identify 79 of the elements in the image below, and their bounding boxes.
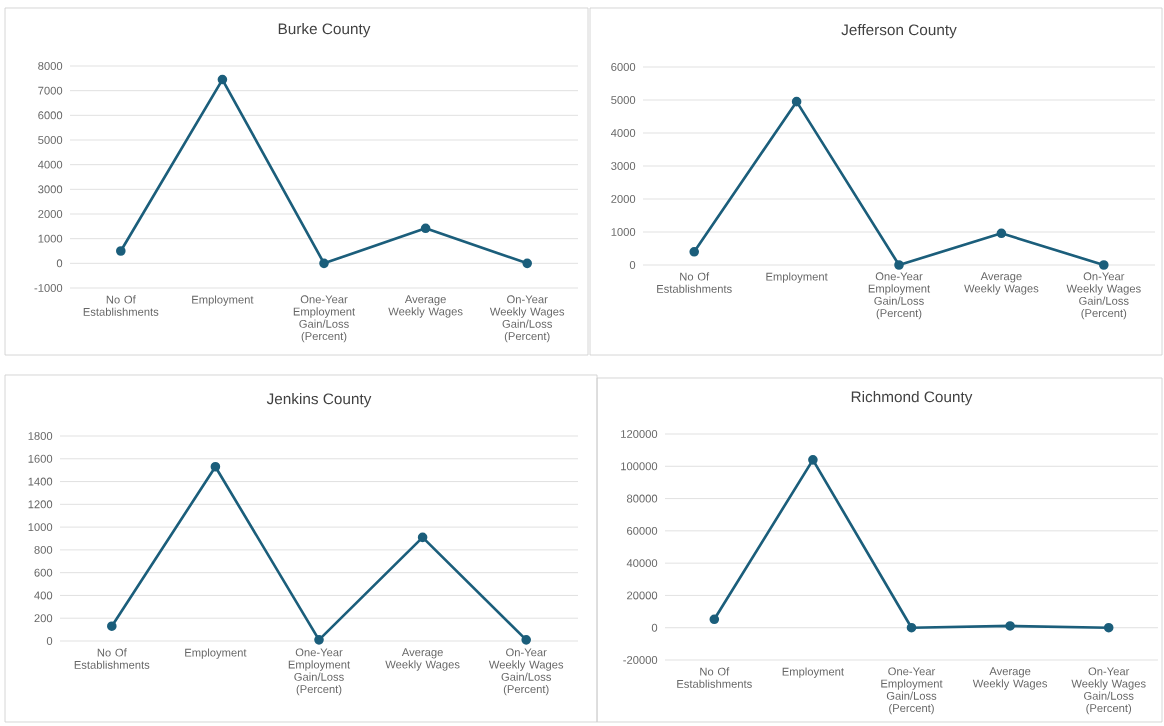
point [116,246,126,256]
y-tick-label: 60000 [627,526,658,535]
y-tick-label: 20000 [627,591,658,600]
y-tick-label: 80000 [626,494,658,503]
x-tick-label: One-Year Employment Gain/Loss (Percent) [868,272,931,320]
x-tick-label: No Of Establishments [74,648,150,669]
x-tick-label: Average Weekly Wages [388,295,463,318]
y-tick-label: 2000 [38,210,63,218]
y-tick-label: 0 [629,261,636,269]
x-tick-label: On-Year Weekly Wages Gain/Loss (Percent) [489,295,565,343]
point [791,96,802,107]
x-tick-label: Employment [185,648,247,659]
point [894,260,904,270]
point [319,258,329,269]
y-tick-label: 1600 [28,454,53,463]
y-tick-label: 1800 [28,432,53,440]
chart-title: Jenkins County [266,393,372,408]
x-tick-label: No Of Establishments [83,295,159,316]
point [522,258,533,269]
x-tick-label: On-Year Weekly Wages Gain/Loss (Percent) [1066,272,1141,320]
x-tick-label: One-Year Employment Gain/Loss (Percent) [881,667,943,715]
point [808,455,818,465]
y-tick-label: 200 [34,614,53,623]
x-tick-label: Employment [766,272,828,283]
x-tick-label: One-Year Employment Gain/Loss (Percent) [293,295,356,343]
y-tick-label: 5000 [38,136,63,144]
chart-title: Richmond County [851,391,973,406]
y-tick-label: 8000 [38,62,63,70]
point [689,246,700,257]
y-tick-label: 800 [34,545,53,554]
y-tick-label: 1000 [38,234,63,243]
y-tick-label: 4000 [37,160,63,169]
y-tick-label: 0 [46,637,53,645]
y-tick-label: -1000 [34,284,63,292]
y-tick-label: 1400 [28,477,53,486]
y-tick-label: 40000 [626,559,658,568]
point [996,228,1007,239]
x-tick-label: On-Year Weekly Wages Gain/Loss (Percent) [488,648,564,696]
point [1103,622,1114,633]
point [709,614,720,625]
x-tick-label: Average Weekly Wages [964,272,1039,295]
point [417,532,428,543]
y-tick-label: 2000 [611,195,636,203]
point [521,635,532,645]
y-tick-label: 600 [34,568,53,577]
x-tick-label: Employment [782,667,844,678]
chart-title: Jefferson County [841,24,957,39]
y-tick-label: 6000 [611,63,636,71]
point [210,461,221,472]
y-tick-label: 1000 [28,523,53,532]
y-tick-label: 120000 [621,430,658,438]
y-tick-label: -20000 [623,656,658,664]
x-tick-label: Average Weekly Wages [972,667,1048,690]
y-tick-label: 3000 [611,162,636,170]
y-tick-label: 1000 [611,228,636,236]
y-tick-label: 400 [34,591,53,600]
y-tick-label: 3000 [38,185,63,194]
point [314,635,324,645]
y-tick-label: 5000 [611,96,636,104]
point [1098,260,1109,270]
y-tick-label: 7000 [38,86,63,95]
y-tick-label: 0 [651,623,658,632]
x-tick-label: One-Year Employment Gain/Loss (Percent) [288,648,351,696]
y-tick-label: 1200 [28,500,53,509]
x-tick-label: On-Year Weekly Wages Gain/Loss (Percent) [1071,667,1146,715]
x-tick-label: Average Weekly Wages [385,648,460,671]
y-tick-label: 0 [56,259,63,268]
x-tick-label: Employment [192,295,254,306]
y-tick-label: 4000 [610,129,636,137]
point [906,622,917,633]
y-tick-label: 6000 [38,111,63,120]
x-tick-label: No Of Establishments [677,667,752,688]
y-tick-label: 100000 [621,462,658,471]
point [1005,621,1015,631]
point [420,223,431,234]
point [106,621,117,631]
chart-title: Burke County [278,23,371,38]
x-tick-label: No Of Establishments [657,272,732,293]
point [217,74,228,85]
